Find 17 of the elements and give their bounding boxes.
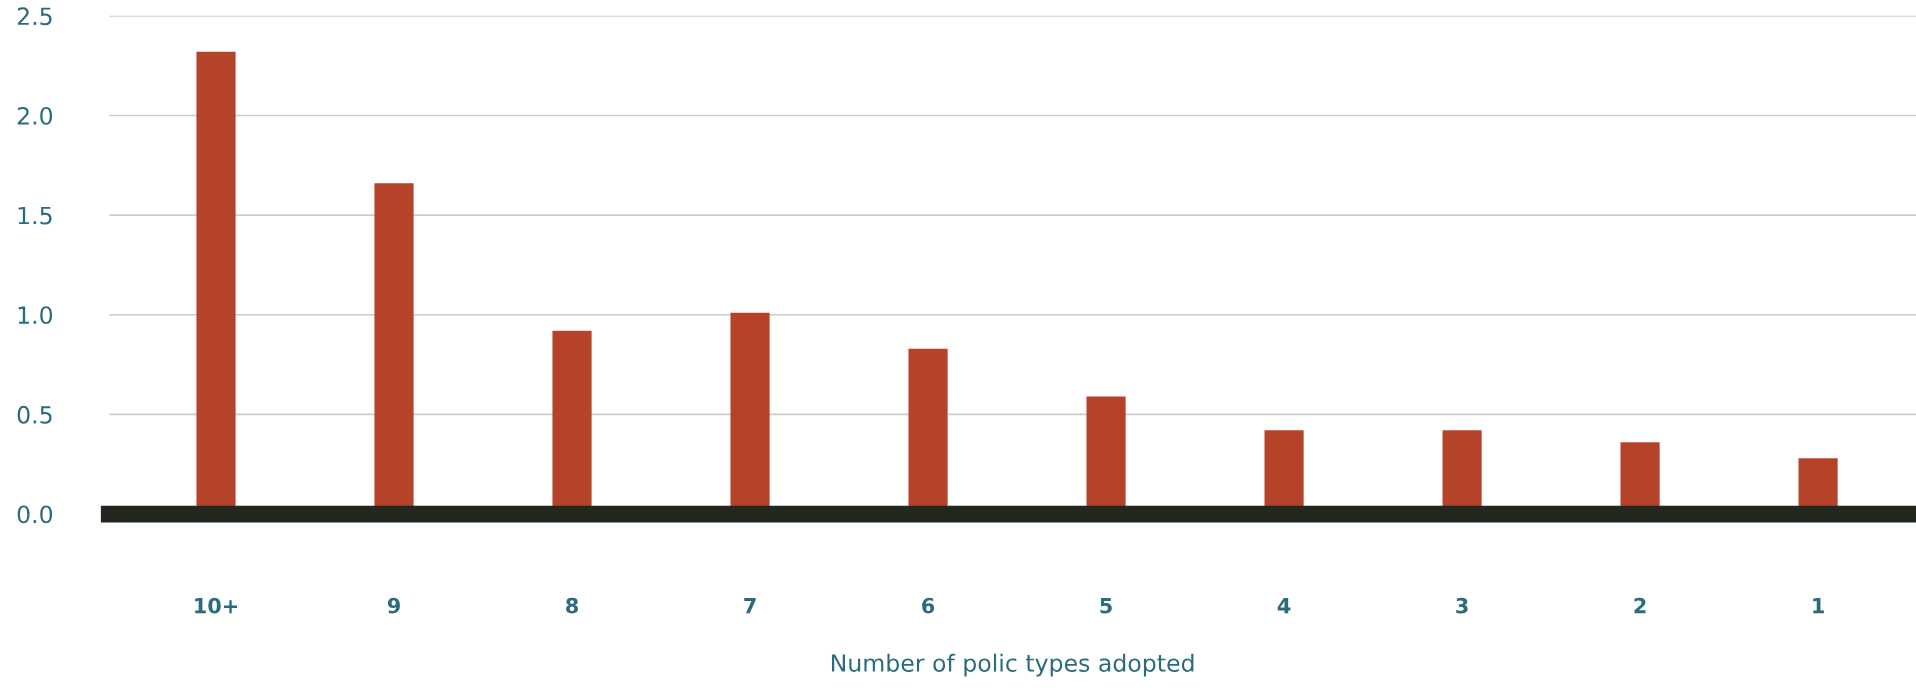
x-axis-title: Number of polic types adopted <box>831 653 1194 677</box>
y-tick-label: 0.5 <box>17 405 52 424</box>
x-tick-label: 6 <box>922 597 935 614</box>
y-tick-label: 2.0 <box>17 106 53 125</box>
x-tick-label: 1 <box>1813 598 1824 614</box>
x-tick-label: 4 <box>1277 598 1291 614</box>
x-tick-label: 7 <box>744 598 756 614</box>
y-tick-label: 1.5 <box>18 206 52 225</box>
x-tick-label: 8 <box>566 597 578 614</box>
y-tick-label: 1.0 <box>18 306 53 325</box>
x-tick-label: 3 <box>1456 597 1468 614</box>
y-tick-label: 0.0 <box>17 505 53 524</box>
x-tick-label: 9 <box>387 597 400 614</box>
y-tick-label: 2.5 <box>17 7 52 26</box>
x-tick-label: 5 <box>1100 598 1112 614</box>
x-tick-label: 10+ <box>195 597 238 614</box>
x-tick-label: 2 <box>1634 597 1646 614</box>
